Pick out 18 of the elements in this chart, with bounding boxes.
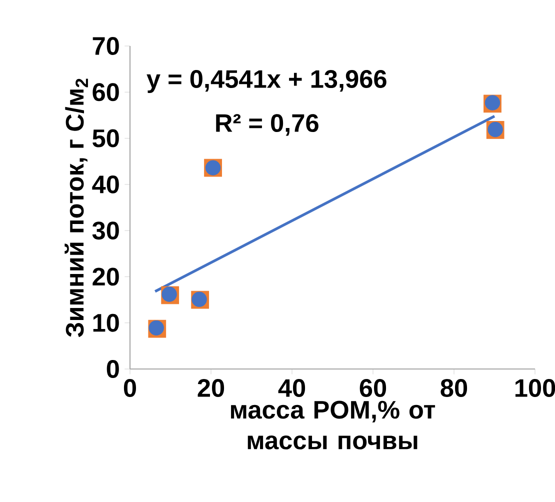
y-tick-label: 60 (92, 83, 119, 102)
x-tick-label: 80 (440, 379, 468, 397)
x-tick-label: 20 (198, 379, 224, 397)
y-tick-label: 70 (92, 37, 119, 55)
y-tick-label: 50 (92, 129, 119, 148)
y-tick-label: 0 (106, 360, 119, 378)
y-tick-label: 10 (93, 314, 119, 332)
x-tick-label: 60 (360, 379, 386, 397)
y-axis-title: Зимний поток, г C/м$_{2}$ (64, 78, 88, 338)
x-axis-title: масса POM,% от массы почвы (231, 400, 436, 450)
annotation: R² = 0,76 (216, 114, 318, 136)
x-tick-label: 100 (515, 379, 555, 397)
x-tick-label: 0 (124, 379, 136, 397)
x-tick-label: 40 (278, 379, 306, 397)
annotation: y = 0,4541x + 13,966 (146, 70, 386, 93)
y-tick-label: 40 (92, 175, 119, 194)
y-tick-label: 30 (92, 222, 119, 240)
y-tick-label: 20 (92, 268, 119, 286)
